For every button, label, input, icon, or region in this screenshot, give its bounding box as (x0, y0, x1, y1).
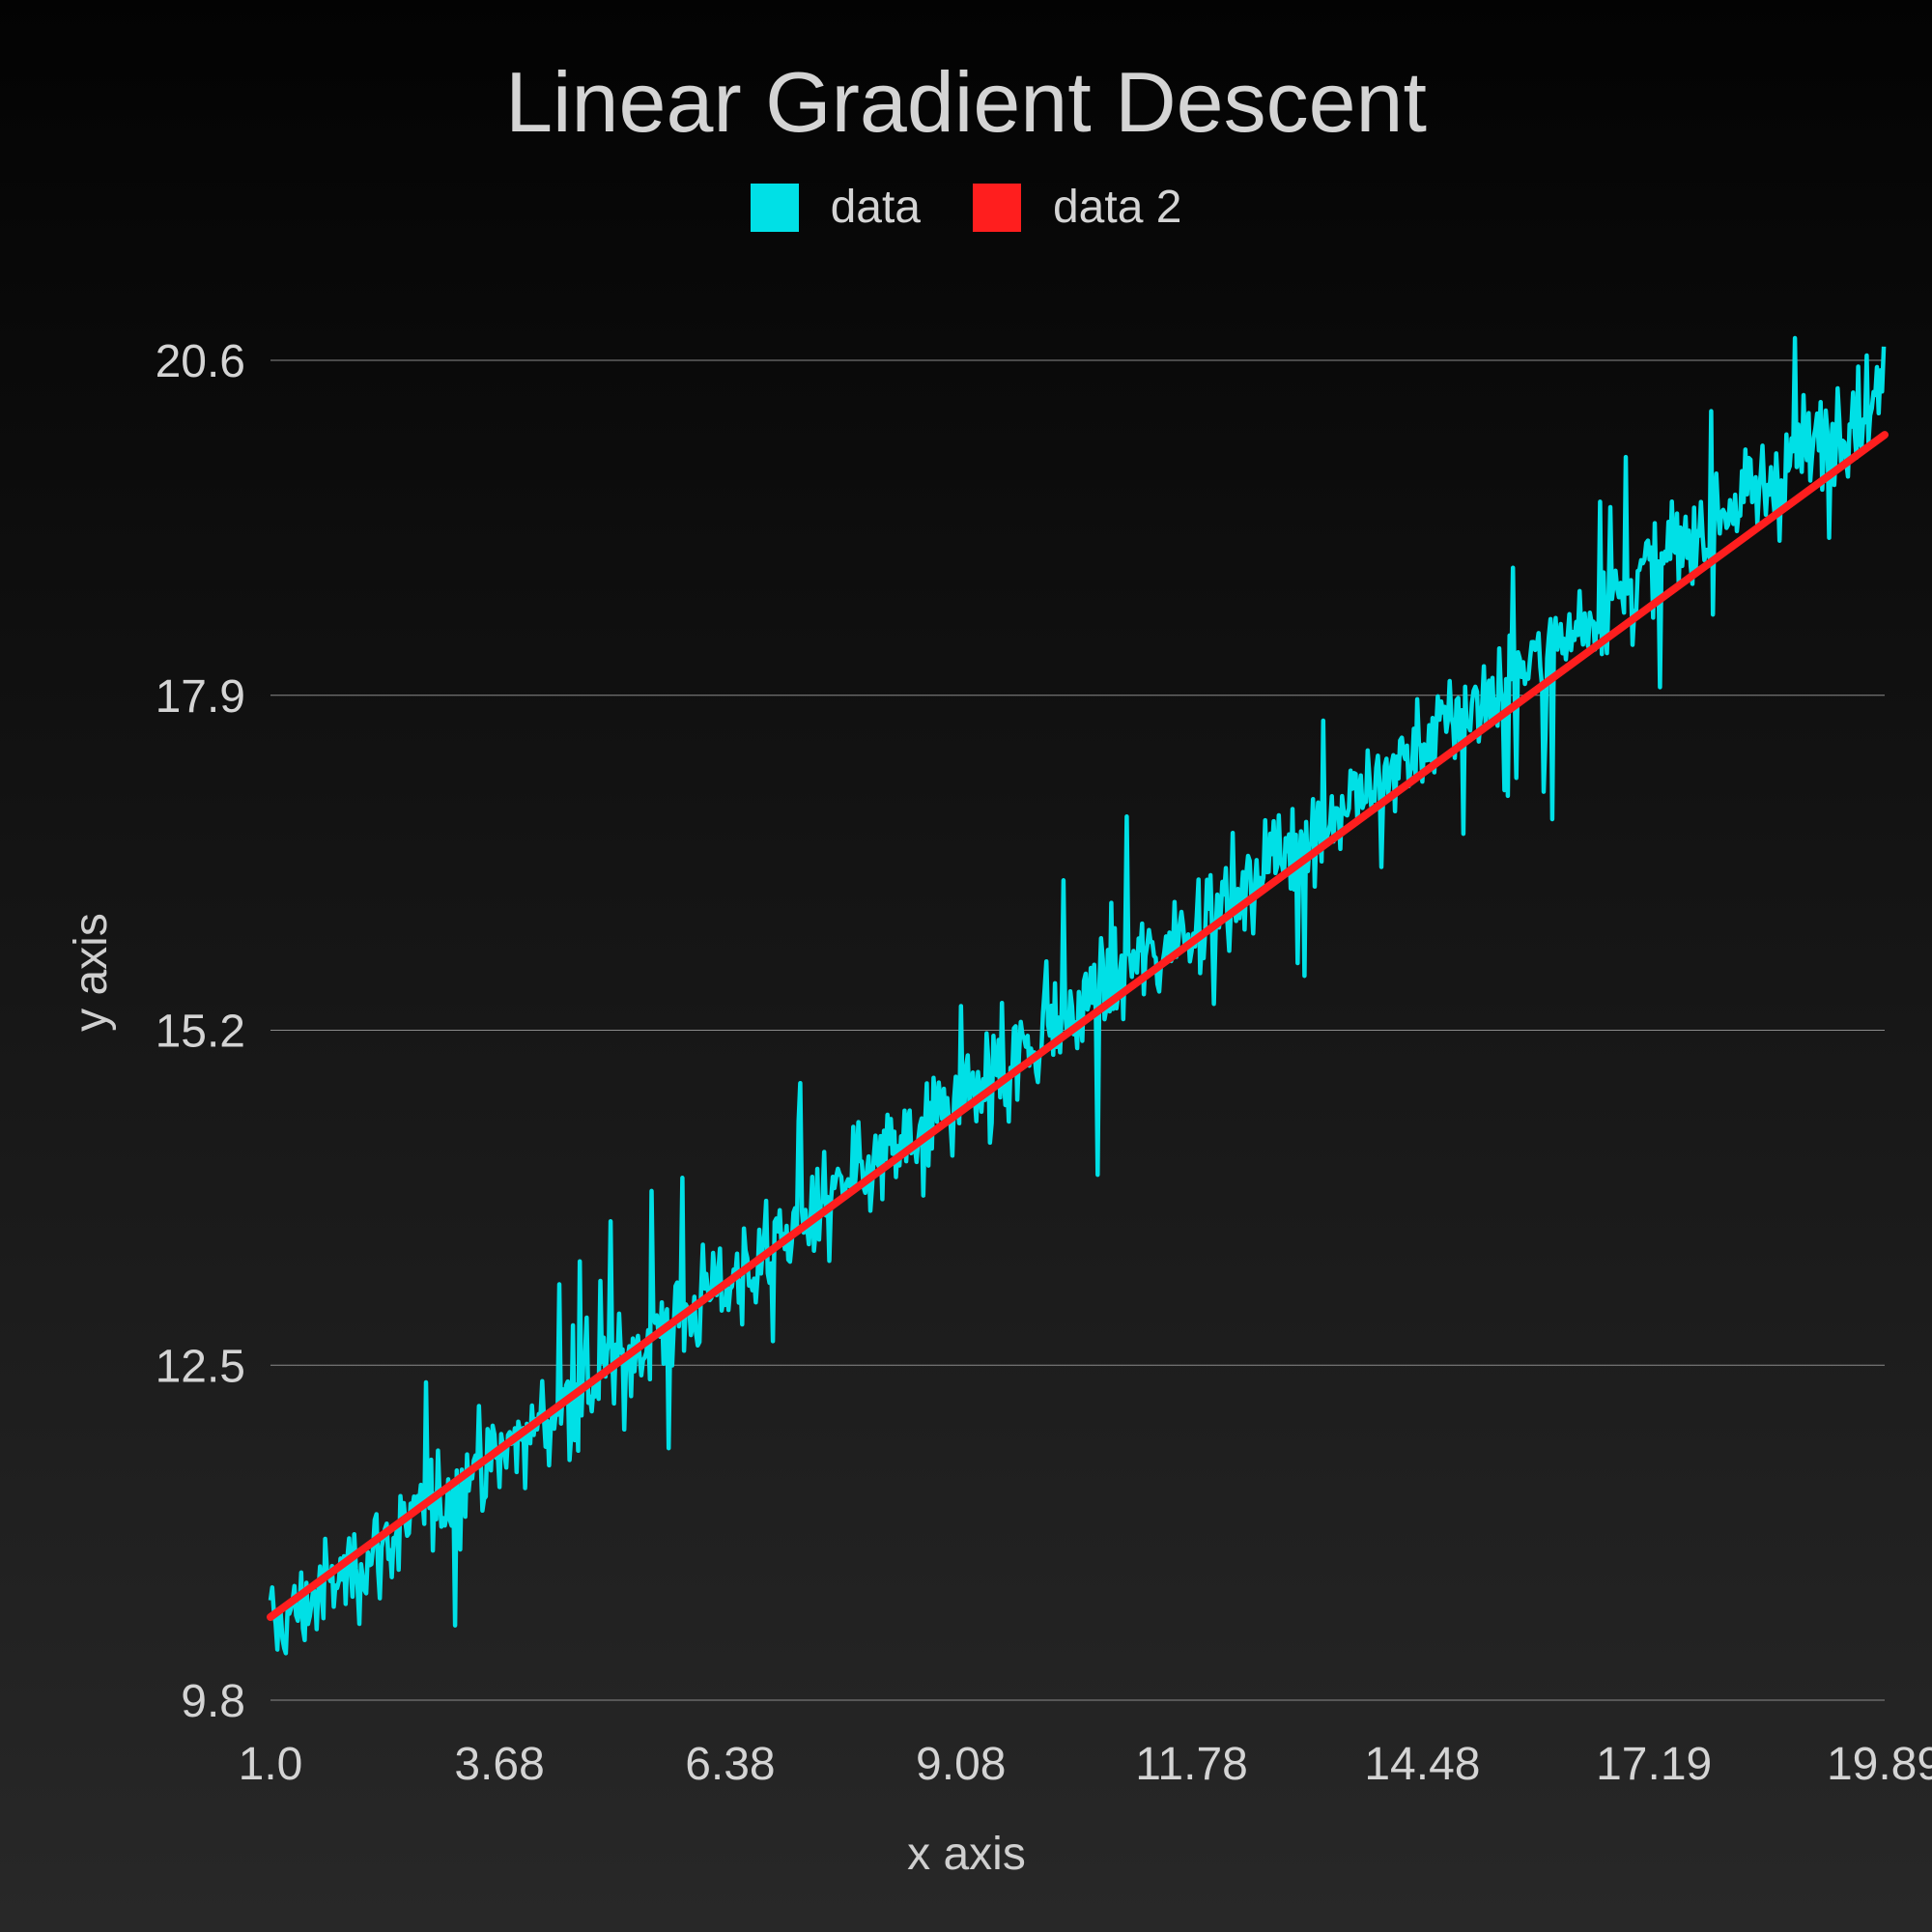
y-tick-label: 9.8 (181, 1676, 245, 1727)
x-tick-label: 17.19 (1596, 1739, 1712, 1790)
legend-label-data-2: data 2 (1052, 182, 1182, 233)
legend-swatch-data-2 (972, 184, 1021, 232)
x-tick-label: 19.89 (1827, 1739, 1932, 1790)
legend: data data 2 (0, 184, 1932, 232)
x-axis-title: x axis (907, 1829, 1026, 1880)
x-tick-label: 6.38 (685, 1739, 775, 1790)
series-layer (267, 335, 1889, 1656)
legend-item-data[interactable]: data (750, 182, 921, 233)
y-tick-label: 12.5 (156, 1341, 245, 1392)
y-tick-label: 15.2 (156, 1007, 245, 1058)
legend-label-data: data (830, 182, 921, 233)
y-tick-label: 20.6 (156, 336, 245, 387)
x-tick-label: 14.48 (1364, 1739, 1480, 1790)
x-tick-label: 9.08 (916, 1739, 1006, 1790)
series-data-line (268, 335, 1887, 1656)
tick-labels: 20.6 17.9 15.2 12.5 9.8 1.0 3.68 6.38 9.08 11.78 1… (156, 336, 1932, 1790)
series-data-2-line (267, 431, 1889, 1621)
x-tick-label: 1.0 (239, 1739, 303, 1790)
legend-swatch-data (750, 184, 799, 232)
x-tick-label: 3.68 (454, 1739, 544, 1790)
chart-title: Linear Gradient Descent (505, 54, 1427, 150)
legend-item-data-2[interactable]: data 2 (972, 182, 1182, 233)
x-tick-label: 11.78 (1135, 1739, 1248, 1790)
y-tick-label: 17.9 (156, 671, 245, 723)
y-axis-title: y axis (66, 913, 117, 1032)
